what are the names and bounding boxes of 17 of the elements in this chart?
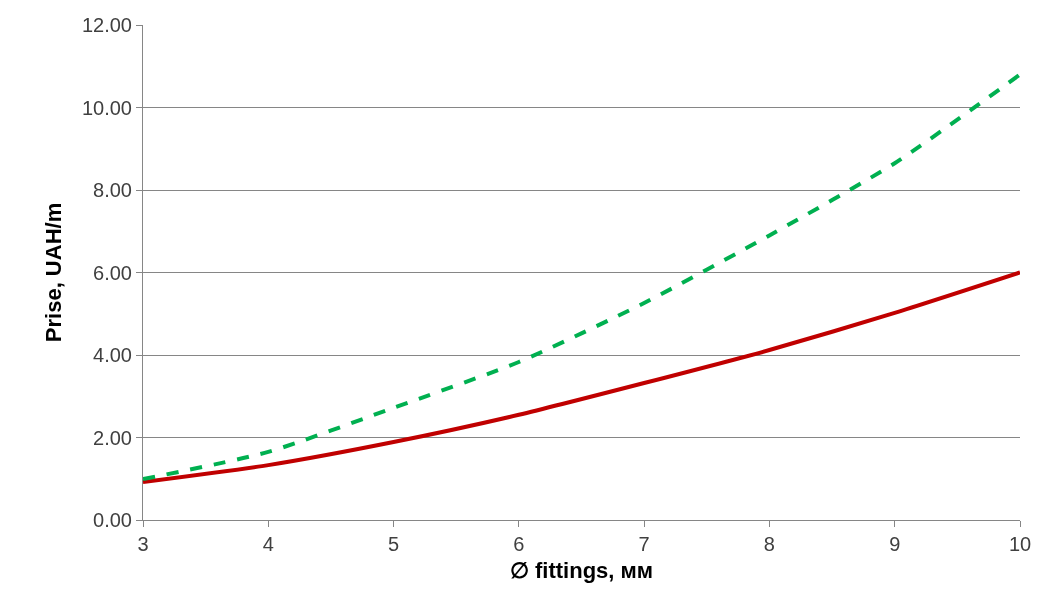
x-tick-label: 8 [763, 533, 775, 555]
x-tick-label: 9 [889, 533, 901, 555]
y-axis-title: Prise, UAH/m [40, 202, 66, 343]
y-tick-label: 2.00 [93, 426, 132, 449]
x-tick-label: 6 [513, 533, 525, 555]
x-tick-label: 5 [388, 533, 400, 555]
x-tick-label: 7 [638, 533, 650, 555]
x-tick-label: 4 [262, 533, 274, 555]
y-tick-label: 4.00 [93, 344, 132, 366]
y-tick-label: 12.00 [81, 14, 132, 36]
x-axis-title: ∅ fittings, мм [509, 557, 654, 583]
y-tick-label: 0.00 [93, 509, 132, 531]
x-tick-label: 3 [137, 533, 149, 555]
x-tick-label: 10 [1008, 533, 1032, 555]
y-tick-label: 10.00 [81, 96, 132, 119]
y-tick-label: 6.00 [93, 261, 132, 284]
y-tick-label: 8.00 [93, 179, 132, 201]
